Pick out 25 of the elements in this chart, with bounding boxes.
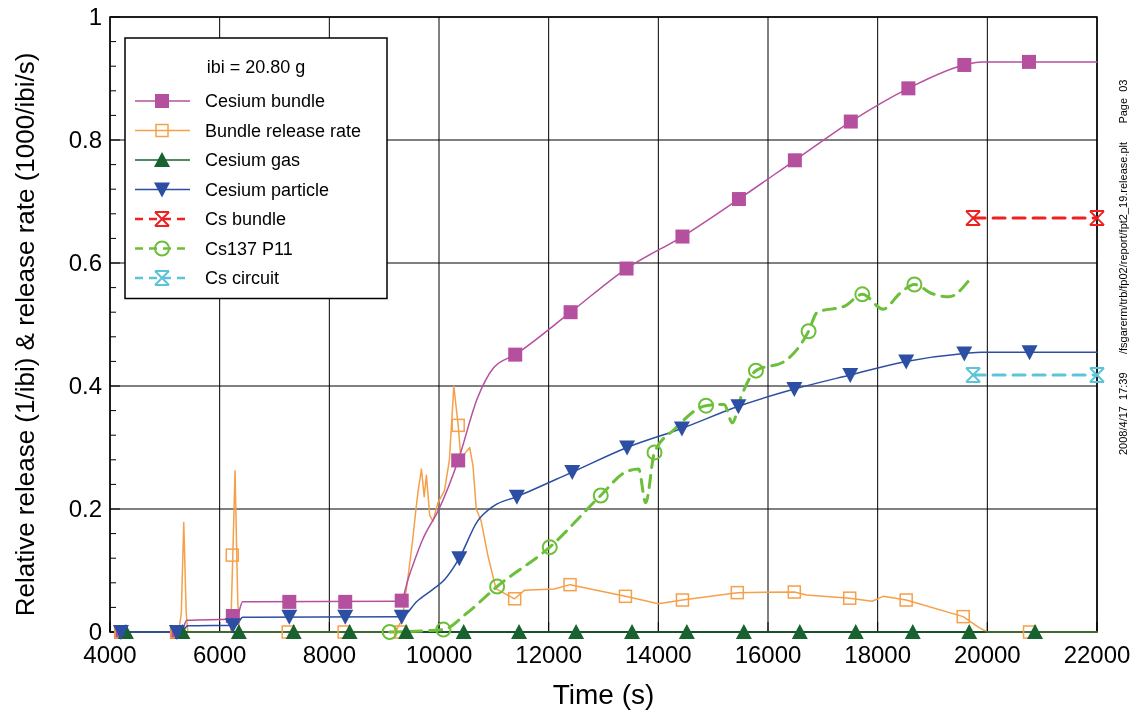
y-tick-label: 0.2 [68,495,102,523]
y-axis-title: Relative release (1/ibi) & release rate (1000/ibi/s) [10,52,40,617]
legend-label: Bundle release rate [205,120,362,141]
y-tick-label: 0.4 [68,372,102,400]
legend-label: Cesium particle [205,179,330,200]
legend-label: Cesium bundle [205,91,326,112]
legend-title: ibi = 20.80 g [206,57,306,77]
y-tick-label: 0.6 [68,249,102,277]
legend-label: Cs bundle [205,209,287,230]
x-tick-label: 22000 [1063,641,1131,668]
x-tick-label: 12000 [515,641,583,668]
x-tick-label: 16000 [734,641,802,668]
legend-label: Cs circuit [205,268,280,289]
x-tick-label: 10000 [405,641,473,668]
legend-label: Cesium gas [205,150,301,171]
x-tick-label: 14000 [624,641,692,668]
y-tick-label: 0.8 [68,126,102,154]
x-tick-label: 8000 [302,641,357,668]
legend-label: Cs137 P11 [205,238,293,259]
x-tick-label: 6000 [192,641,247,668]
text: 2008/4/17 17:39 /fsgarerm/trb/fp02/report/fpt2_19.release.plt Page 03 [1117,79,1129,455]
x-tick-label: 18000 [844,641,912,668]
y-tick-label: 1 [88,3,102,31]
x-tick-label: 20000 [953,641,1021,668]
x-axis-title: Time (s) [552,679,655,710]
